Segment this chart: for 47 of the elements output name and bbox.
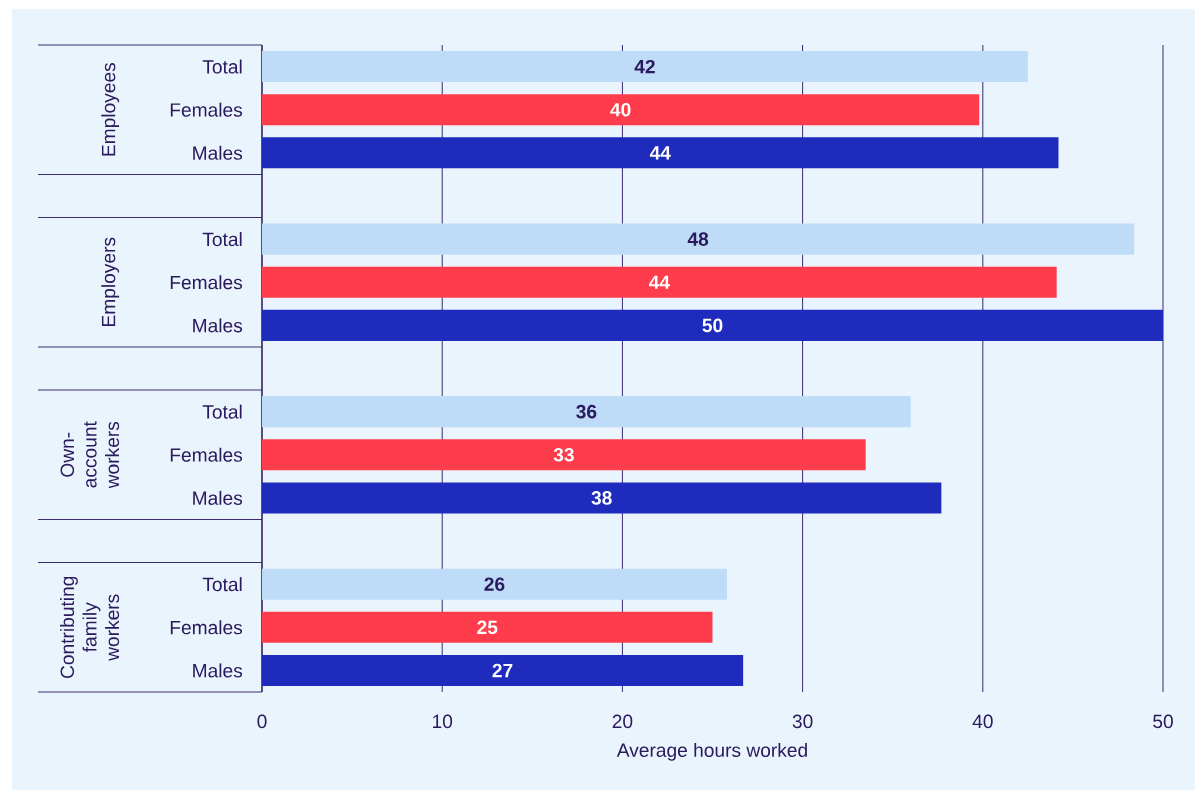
bar [262, 611, 713, 643]
data-label: 42 [634, 59, 655, 74]
text: Contributing family workers [60, 576, 120, 678]
y-tick-label: Females [170, 275, 243, 290]
bar [262, 439, 866, 471]
data-label: 50 [702, 318, 723, 333]
bar [262, 482, 942, 514]
data-label: 48 [687, 232, 709, 246]
y-tick-label: Females [170, 447, 243, 462]
y-tick-label: Females [170, 102, 243, 117]
y-tick-label: Males [193, 490, 243, 505]
text: Own-account workers [60, 421, 120, 489]
x-tick-label: 10 [433, 714, 453, 729]
y-tick-label: Males [193, 663, 243, 678]
data-label: 44 [648, 275, 670, 289]
text: Employees [101, 63, 120, 156]
bar [262, 266, 1057, 298]
y-tick-label: Males [193, 145, 243, 160]
y-tick-label: Total [202, 59, 242, 74]
bar [262, 137, 1059, 169]
x-tick-label: 40 [972, 714, 993, 729]
x-axis-title: Average hours worked [616, 742, 807, 761]
text: Employers [101, 237, 120, 326]
bar [262, 94, 980, 126]
x-tick-label: 20 [612, 714, 633, 729]
data-label: 25 [477, 620, 498, 635]
data-label: 33 [553, 447, 574, 462]
y-tick-label: Males [193, 318, 243, 333]
data-label: 27 [492, 663, 513, 678]
data-label: 36 [576, 404, 597, 419]
x-tick-label: 50 [1153, 714, 1173, 729]
data-label: 38 [591, 491, 612, 505]
data-label: 40 [610, 102, 631, 117]
y-tick-label: Total [202, 577, 242, 592]
y-tick-label: Total [202, 232, 242, 247]
y-tick-label: Total [202, 404, 242, 419]
x-tick-label: 0 [257, 714, 267, 729]
bar [262, 396, 911, 428]
bar [262, 568, 727, 600]
data-label: 44 [649, 146, 671, 160]
y-tick-label: Females [170, 620, 243, 635]
x-tick-label: 30 [792, 714, 813, 729]
data-label: 26 [484, 577, 505, 591]
bar [262, 223, 1135, 255]
bar [262, 309, 1164, 341]
bar [262, 654, 744, 686]
bar [262, 51, 1028, 83]
